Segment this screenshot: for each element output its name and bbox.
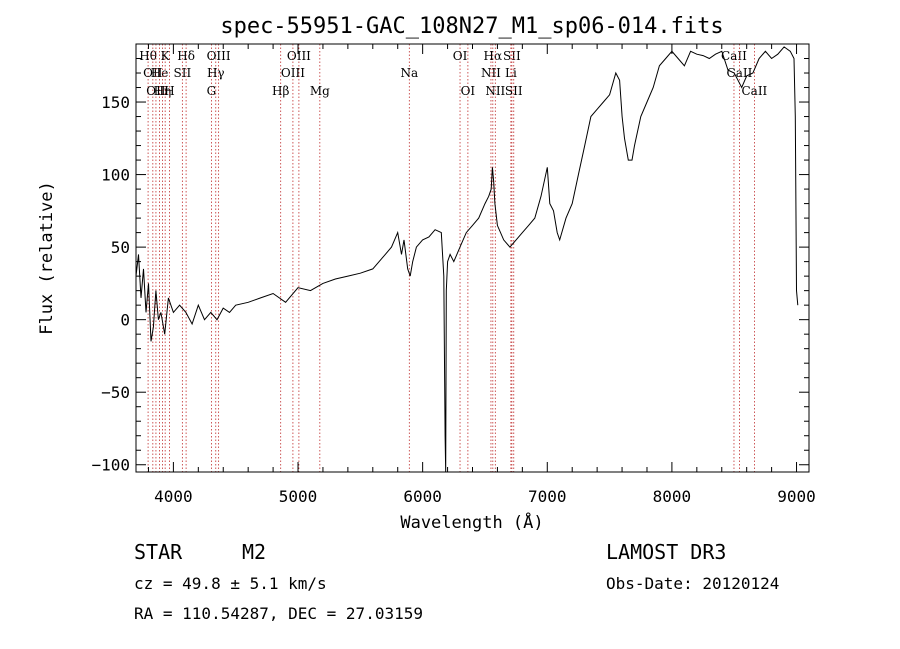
y-tick-label-0: 0 [120, 311, 130, 330]
y-tick-label--50: −50 [101, 383, 130, 402]
spectrum-series [135, 46, 799, 473]
line-label-6: H [164, 84, 174, 98]
line-label-7: SII [174, 66, 192, 80]
object-subclass: M2 [242, 540, 266, 564]
line-label-24: SII [505, 84, 523, 98]
y-tick-label-50: 50 [111, 238, 130, 257]
y-axis-label: Flux (relative) [37, 181, 57, 335]
line-label-22: Li [505, 66, 517, 80]
line-label-3: He [151, 66, 169, 80]
x-tick-label-7000: 7000 [528, 487, 567, 506]
x-axis-ticks: 4000 5000 6000 7000 8000 9000 [147, 44, 816, 506]
survey-label: LAMOST DR3 [606, 540, 726, 564]
spectral-line-markers: HθOIIOIIHeHηKHSIIHδGHγOIIIHβOIIIOIIIMgNa… [139, 44, 768, 472]
x-tick-label-9000: 9000 [777, 487, 816, 506]
y-tick-label--100: −100 [91, 456, 130, 475]
line-label-11: OIII [207, 49, 231, 63]
line-label-12: Hβ [272, 84, 289, 98]
line-label-4: Hη [154, 84, 172, 98]
line-label-10: Hγ [207, 66, 225, 80]
line-label-13: OIII [281, 66, 305, 80]
x-tick-label-5000: 5000 [279, 487, 318, 506]
line-label-18: OI [461, 84, 476, 98]
y-axis-ticks: −100 −50 0 50 100 150 [91, 58, 809, 475]
line-label-26: CaII [727, 66, 753, 80]
line-label-16: Na [400, 66, 418, 80]
line-label-27: CaII [741, 84, 767, 98]
y-tick-label-100: 100 [101, 166, 130, 185]
x-tick-label-8000: 8000 [653, 487, 692, 506]
line-label-1: OII [143, 66, 163, 80]
line-label-20: Hα [484, 49, 503, 63]
ra-dec-info: RA = 110.54287, DEC = 27.03159 [134, 604, 423, 623]
line-label-5: K [161, 49, 171, 63]
x-tick-label-4000: 4000 [154, 487, 193, 506]
chart-title: spec-55951-GAC_108N27_M1_sp06-014.fits [220, 14, 723, 39]
line-label-25: CaII [721, 49, 747, 63]
line-label-21: NII [485, 84, 505, 98]
line-label-2: OII [146, 84, 166, 98]
obs-date: Obs-Date: 20120124 [606, 574, 779, 593]
line-label-0: Hθ [139, 49, 157, 63]
y-tick-label-150: 150 [101, 93, 130, 112]
x-tick-label-6000: 6000 [403, 487, 442, 506]
line-label-23: SII [503, 49, 521, 63]
line-label-14: OIII [287, 49, 311, 63]
line-label-19: NII [481, 66, 501, 80]
line-label-15: Mg [310, 84, 330, 98]
line-label-8: Hδ [177, 49, 195, 63]
object-class: STAR [134, 540, 183, 564]
plot-frame [135, 43, 810, 473]
line-label-9: G [207, 84, 217, 98]
x-axis-label: Wavelength (Å) [400, 511, 543, 533]
redshift-info: cz = 49.8 ± 5.1 km/s [134, 574, 327, 593]
line-label-17: OI [453, 49, 468, 63]
